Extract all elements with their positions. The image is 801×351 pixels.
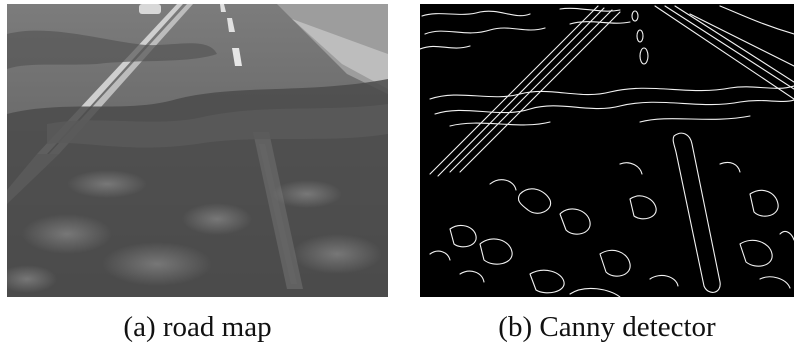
- caption-road-map: (a) road map: [123, 311, 272, 343]
- road-photo: [7, 4, 388, 297]
- caption-canny-detector: (b) Canny detector: [498, 311, 716, 343]
- canny-edge-map: [420, 4, 794, 297]
